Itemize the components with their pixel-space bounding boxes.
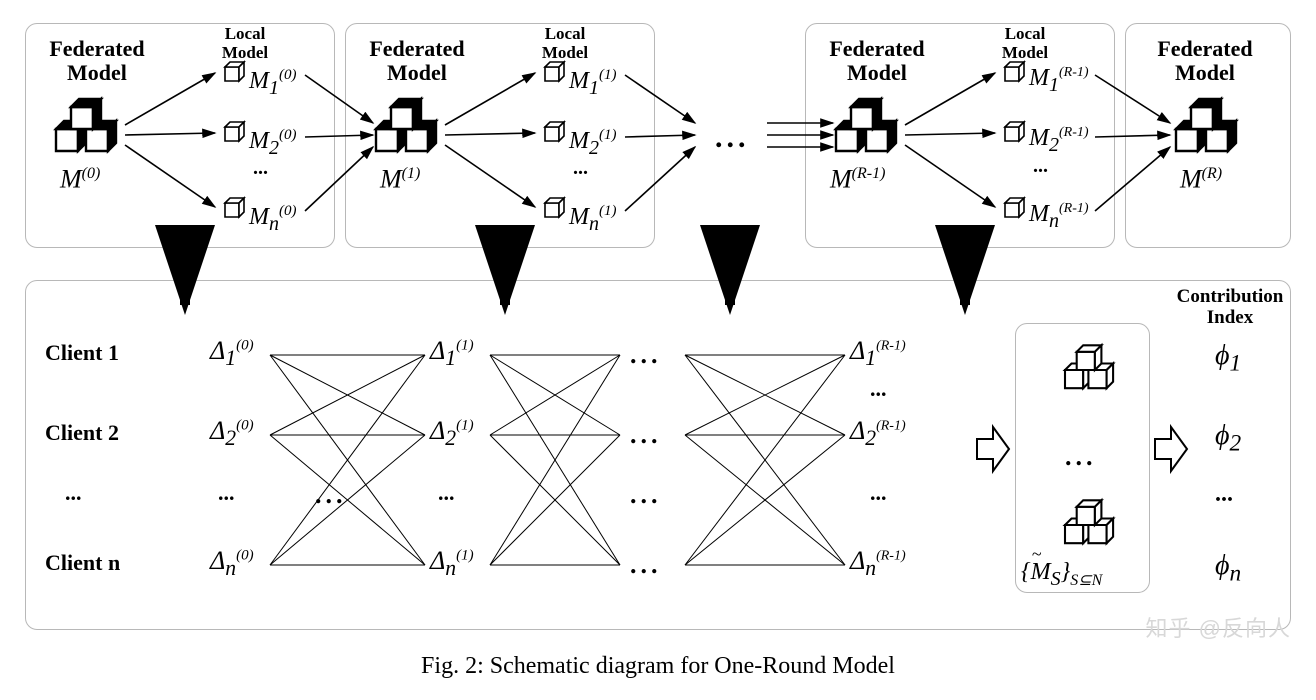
phi-dots: ...	[1215, 481, 1233, 507]
ms-label: {M~S}S⊆N	[1021, 559, 1102, 590]
fed-title-1: FederatedModel	[357, 37, 477, 85]
delta-mid-n: ...	[630, 551, 662, 580]
delta-R-1-n: Δn(R-1)	[850, 547, 906, 581]
fed-sub-1: M(1)	[380, 165, 420, 194]
client-2-label: Client 2	[45, 421, 119, 445]
loc-dots-1: ...	[573, 157, 588, 179]
ms-dots: ...	[1065, 443, 1097, 472]
delta-0-dots: ...	[218, 481, 235, 505]
delta-mid-3: ...	[630, 481, 662, 510]
delta-0-n: Δn(0)	[210, 547, 254, 581]
loc-sub-1-2: M2(1)	[569, 127, 617, 159]
delta-R-1-1: Δ1(R-1)	[850, 337, 906, 371]
delta-mid-1: ...	[630, 341, 662, 370]
delta-1-n: Δn(1)	[430, 547, 474, 581]
diagram-root: FederatedModel LocalModel M(0) M1(0) M2(…	[15, 15, 1301, 645]
mid-dots-0: ...	[315, 481, 347, 510]
client-dots-label: ...	[65, 481, 82, 505]
delta-1-2: Δ2(1)	[430, 417, 474, 451]
loc-sub-R-1-n: Mn(R-1)	[1029, 201, 1089, 232]
loc-sub-0-1: M1(0)	[249, 67, 297, 99]
loc-title-0: LocalModel	[210, 25, 280, 62]
figure-caption: Fig. 2: Schematic diagram for One-Round …	[15, 653, 1301, 680]
loc-dots-R-1: ...	[1033, 155, 1048, 177]
delta-R-1-dots: ...	[870, 481, 887, 505]
loc-sub-0-2: M2(0)	[249, 127, 297, 159]
fed-title-0: FederatedModel	[37, 37, 157, 85]
loc-title-R-1: LocalModel	[990, 25, 1060, 62]
loc-sub-0-n: Mn(0)	[249, 203, 297, 235]
watermark: 知乎 @反向人	[1146, 611, 1291, 643]
loc-title-1: LocalModel	[530, 25, 600, 62]
fed-title-R: FederatedModel	[1145, 37, 1265, 85]
delta-1-1: Δ1(1)	[430, 337, 474, 371]
fed-sub-R-1: M(R-1)	[830, 165, 885, 194]
top-gap-dots: ...	[715, 121, 750, 154]
delta-mid-2: ...	[630, 421, 662, 450]
fed-sub-0: M(0)	[60, 165, 100, 194]
delta-1-dots: ...	[438, 481, 455, 505]
fed-title-R-1: FederatedModel	[817, 37, 937, 85]
client-n-label: Client n	[45, 551, 120, 575]
phi-1: ϕ1	[1215, 341, 1241, 377]
client-1-label: Client 1	[45, 341, 119, 365]
contrib-title: ContributionIndex	[1175, 287, 1285, 329]
loc-sub-1-n: Mn(1)	[569, 203, 617, 235]
loc-sub-R-1-2: M2(R-1)	[1029, 125, 1089, 156]
delta-R-1-2: Δ2(R-1)	[850, 417, 906, 451]
phi-n: ϕn	[1215, 551, 1241, 587]
phi-2: ϕ2	[1215, 421, 1241, 457]
loc-sub-1-1: M1(1)	[569, 67, 617, 99]
loc-sub-R-1-1: M1(R-1)	[1029, 65, 1089, 96]
fed-sub-R: M(R)	[1180, 165, 1222, 194]
delta-0-2: Δ2(0)	[210, 417, 254, 451]
delta-R-1-d1: ...	[870, 377, 887, 401]
delta-0-1: Δ1(0)	[210, 337, 254, 371]
loc-dots-0: ...	[253, 157, 268, 179]
